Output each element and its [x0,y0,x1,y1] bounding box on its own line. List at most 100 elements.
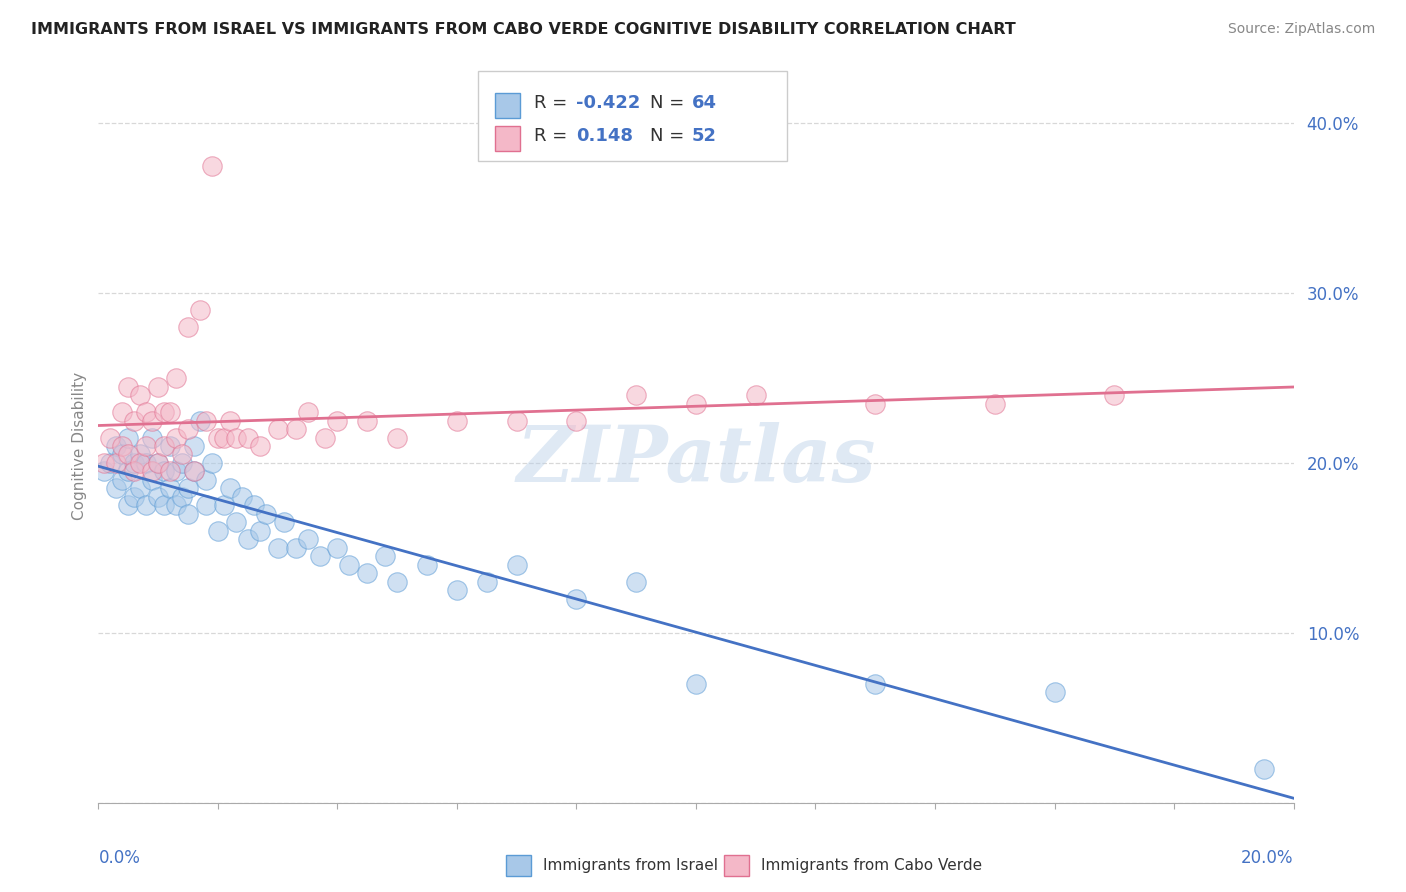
Text: 64: 64 [692,94,717,112]
Text: -0.422: -0.422 [576,94,641,112]
Point [177,482,200,496]
Point [284,422,307,436]
Point [135,439,157,453]
Point [326,541,349,555]
Point [231,490,253,504]
Point [129,388,152,402]
Point [1043,685,1066,699]
Point [236,533,259,547]
Point [385,574,409,589]
Point [124,413,146,427]
Point [183,439,205,453]
Point [129,448,152,462]
Text: R =: R = [534,127,574,145]
Point [326,413,349,427]
Point [243,499,266,513]
Point [374,549,396,564]
Point [254,507,277,521]
Text: ZIPatlas: ZIPatlas [516,422,876,499]
Point [159,465,181,479]
Point [153,465,176,479]
Point [183,465,205,479]
Point [98,430,122,444]
Point [183,465,205,479]
Text: 0.0%: 0.0% [98,849,141,867]
Point [124,465,146,479]
Point [225,516,247,530]
Point [236,430,259,444]
Point [105,439,128,453]
Point [165,465,187,479]
Point [249,439,271,453]
Point [506,558,529,572]
Point [117,465,139,479]
Point [117,379,139,393]
Point [135,405,157,419]
Point [93,456,115,470]
Text: 52: 52 [692,127,717,145]
Point [219,482,242,496]
Point [177,320,200,334]
Point [212,430,235,444]
Point [165,499,187,513]
Point [135,456,157,470]
Point [165,371,187,385]
Point [626,388,648,402]
Point [685,396,707,410]
Point [201,159,224,173]
Point [385,430,409,444]
Point [129,482,152,496]
Point [165,430,187,444]
Point [225,430,247,444]
Point [1104,388,1126,402]
Point [339,558,361,572]
Point [865,396,887,410]
Point [267,541,290,555]
Point [159,439,181,453]
Point [177,422,200,436]
Point [308,549,330,564]
Point [267,422,290,436]
Point [201,456,224,470]
Point [219,413,242,427]
Point [195,413,218,427]
Point [188,413,211,427]
Point [865,677,887,691]
Point [284,541,307,555]
Point [141,473,163,487]
Text: 20.0%: 20.0% [1241,849,1294,867]
Point [1253,762,1275,776]
Text: IMMIGRANTS FROM ISRAEL VS IMMIGRANTS FROM CABO VERDE COGNITIVE DISABILITY CORREL: IMMIGRANTS FROM ISRAEL VS IMMIGRANTS FRO… [31,22,1015,37]
Point [188,303,211,318]
Point [117,448,139,462]
Point [159,482,181,496]
Point [356,566,378,581]
Point [98,456,122,470]
Point [105,456,128,470]
Point [124,456,146,470]
Point [195,499,218,513]
Point [297,533,319,547]
Point [135,499,157,513]
Y-axis label: Cognitive Disability: Cognitive Disability [72,372,87,520]
Point [207,524,229,538]
Point [315,430,337,444]
Point [153,405,176,419]
Point [141,465,163,479]
Point [685,677,707,691]
Point [745,388,768,402]
Point [356,413,378,427]
Point [111,448,134,462]
Point [105,482,128,496]
Text: 0.148: 0.148 [576,127,634,145]
Point [124,490,146,504]
Point [506,413,529,427]
Point [148,379,170,393]
Point [117,430,139,444]
Point [111,439,134,453]
Point [177,507,200,521]
Text: N =: N = [650,127,689,145]
Point [565,591,588,606]
Point [626,574,648,589]
Point [111,473,134,487]
